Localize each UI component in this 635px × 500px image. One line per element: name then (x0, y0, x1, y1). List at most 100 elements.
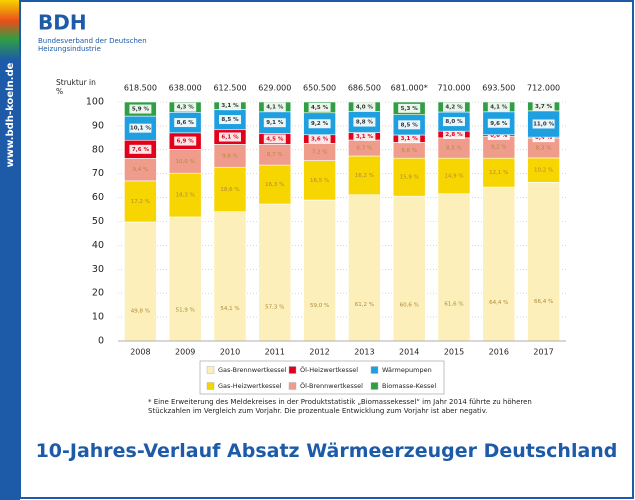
value-label: 4,1 % (490, 104, 508, 110)
value-label: 9,6 % (222, 153, 238, 159)
value-label: 57,3 % (265, 304, 284, 310)
value-label: 61,6 % (444, 302, 463, 308)
value-label-box (129, 104, 152, 114)
total-label: 629.000 (258, 84, 291, 93)
y-tick-label: 90 (92, 120, 104, 131)
legend-label: Öl-Heizwertkessel (300, 365, 358, 374)
value-label: 8,5 % (446, 146, 462, 152)
value-label: 18,6 % (220, 187, 239, 193)
value-label-box (219, 115, 241, 125)
value-label: 7,2 % (312, 149, 328, 155)
value-label-box (129, 144, 152, 154)
value-label: 16,3 % (265, 182, 284, 188)
value-label: 49,8 % (131, 309, 150, 315)
value-label: 4,5 % (311, 105, 329, 111)
value-label: 9,6 % (490, 121, 508, 127)
bar-segment (348, 155, 381, 196)
value-label: 8,8 % (356, 120, 374, 126)
total-label: 710.000 (437, 84, 470, 93)
value-label: 66,4 % (534, 299, 553, 305)
total-label: 638.000 (169, 84, 202, 93)
value-label-box (174, 102, 197, 112)
bar-segment (258, 164, 292, 205)
y-tick-label: 50 (92, 216, 104, 227)
total-label: 612.500 (213, 84, 246, 93)
x-tick-label: 2012 (309, 348, 329, 357)
logo: BDH (38, 11, 87, 35)
value-label: 8,7 % (267, 152, 283, 158)
value-label: 0,4 % (535, 135, 553, 141)
value-label: 7,6 % (132, 147, 150, 153)
legend-swatch (370, 366, 379, 374)
side-strip (0, 0, 20, 500)
legend-swatch (370, 382, 379, 390)
bar-segment (482, 157, 516, 188)
legend-label: Gas-Brennwertkessel (218, 366, 287, 374)
value-label-box (398, 120, 421, 130)
value-label-box (219, 132, 241, 142)
value-label-box (263, 102, 286, 112)
bar-segment (392, 195, 426, 342)
value-label: 10,0 % (176, 159, 195, 165)
value-label-box (174, 118, 197, 128)
bar-segment (437, 193, 471, 342)
value-label: 3,1 % (401, 136, 419, 142)
x-tick-label: 2009 (175, 348, 195, 357)
value-label: 61,2 % (355, 302, 374, 308)
value-label: 9,2 % (491, 145, 507, 151)
value-label-box (174, 136, 197, 146)
y-tick-label: 100 (86, 97, 104, 108)
website: www.bdh-koeln.de (5, 62, 16, 167)
value-label: 4,5 % (266, 136, 284, 142)
footnote: * Eine Erweiterung des Meldekreises in d… (148, 398, 532, 415)
value-label: 10,2 % (534, 168, 553, 174)
value-label: 8,3 % (536, 146, 552, 152)
value-label: 10,1 % (130, 126, 151, 132)
value-label: 3,7 % (535, 104, 553, 110)
value-label-box (487, 130, 510, 140)
total-label: 650.500 (303, 84, 336, 93)
x-tick-label: 2015 (444, 348, 464, 357)
value-label: 9,2 % (311, 121, 329, 127)
x-tick-label: 2011 (265, 348, 285, 357)
value-label-box (443, 130, 465, 140)
legend-label: Wärmepumpen (382, 366, 432, 374)
legend-box (199, 360, 445, 395)
org-name: Bundesverband der Deutschen Heizungsindu… (38, 37, 147, 53)
value-label: 3,1 % (356, 134, 374, 140)
value-label: 18,3 % (176, 193, 195, 199)
bar-segment (437, 157, 471, 195)
value-label-box (532, 119, 555, 129)
value-label-box (398, 134, 421, 144)
bar-segment (168, 172, 202, 218)
value-label: 9,4 % (133, 167, 149, 173)
value-label-box (308, 134, 331, 144)
x-tick-label: 2014 (399, 348, 419, 357)
value-label: 5,3 % (401, 106, 419, 112)
value-label: 3,1 % (221, 103, 239, 109)
value-label: 6,6 % (401, 148, 417, 154)
value-label: 8,6 % (177, 120, 195, 126)
value-label: 6,7 % (357, 146, 373, 152)
value-label: 2,8 % (445, 132, 463, 138)
value-label: 9,1 % (266, 120, 284, 126)
value-label-box (353, 117, 376, 127)
value-label-box (443, 102, 465, 112)
value-label: 12,1 % (489, 170, 508, 176)
value-label-box (353, 102, 376, 112)
x-tick-label: 2010 (220, 348, 240, 357)
frame (19, 0, 634, 499)
bar-segment (213, 166, 247, 213)
y-tick-label: 30 (92, 264, 104, 275)
value-label-box (443, 117, 465, 127)
value-label-box (353, 131, 376, 141)
x-tick-label: 2008 (130, 348, 150, 357)
value-label: 0,6 % (490, 133, 508, 139)
total-label: 712.000 (527, 84, 560, 93)
value-label: 8,5 % (401, 122, 419, 128)
legend-label: Biomasse-Kessel (382, 382, 436, 390)
legend-swatch (206, 366, 215, 374)
bar-segment (168, 216, 202, 342)
